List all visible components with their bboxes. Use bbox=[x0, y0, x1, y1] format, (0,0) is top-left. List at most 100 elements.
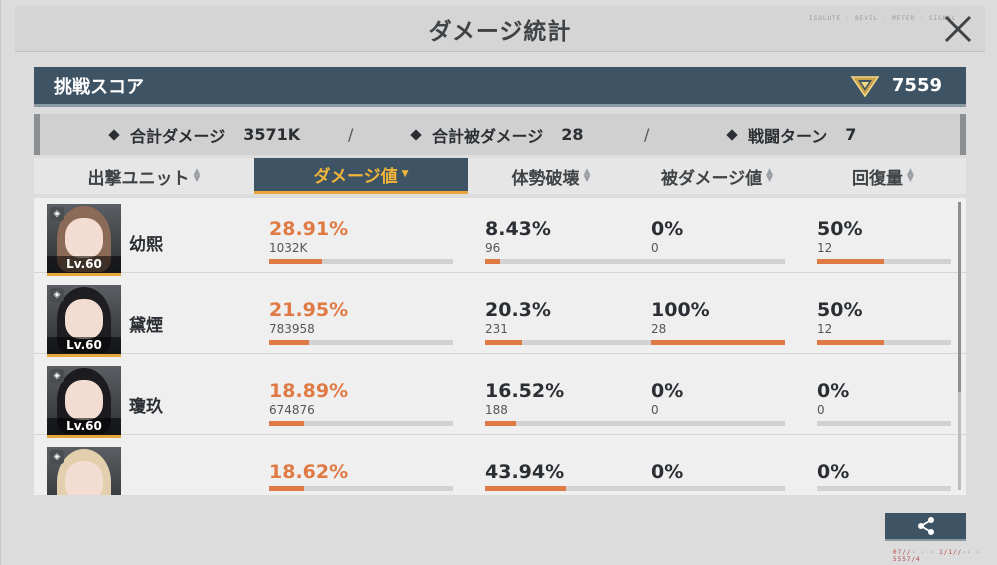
column-break[interactable]: 体勢破壊 ▲ ▼ bbox=[468, 158, 634, 194]
unit-avatar[interactable]: ◈ Lv.60 bbox=[47, 447, 121, 495]
break-raw: 231 bbox=[485, 322, 508, 336]
break-cell: 8.43% 96 bbox=[485, 218, 671, 264]
taken-raw: 0 bbox=[651, 241, 659, 255]
diamond-icon bbox=[726, 128, 738, 141]
damage-bar-fill bbox=[269, 259, 323, 264]
page-title: ダメージ統計 bbox=[428, 18, 572, 45]
element-icon: ◈ bbox=[50, 288, 64, 302]
heal-cell: 0% bbox=[817, 461, 966, 491]
share-icon bbox=[917, 517, 934, 535]
taken-raw: 28 bbox=[651, 322, 667, 336]
damage-percent: 28.91% bbox=[269, 218, 349, 240]
heal-percent: 0% bbox=[817, 461, 850, 483]
heal-cell: 0% 0 bbox=[817, 380, 966, 426]
heal-percent: 50% bbox=[817, 299, 863, 321]
damage-bar-fill bbox=[269, 340, 310, 345]
taken-bar bbox=[651, 259, 785, 264]
table-row[interactable]: ◈ Lv.60 黛煙 21.95% 783958 20.3% 231 100% … bbox=[34, 273, 966, 357]
unit-name: 黛煙 bbox=[129, 316, 163, 336]
summary-bar: 合計ダメージ 3571K / 合計被ダメージ 28 / 戦闘ターン 7 bbox=[34, 114, 966, 155]
taken-bar-fill bbox=[651, 340, 785, 345]
heal-percent: 0% bbox=[817, 380, 850, 402]
total-damage-value: 3571K bbox=[243, 125, 301, 144]
element-icon: ◈ bbox=[50, 450, 64, 464]
diamond-icon bbox=[108, 128, 120, 141]
damage-bar-fill bbox=[269, 486, 304, 491]
damage-raw: 1032K bbox=[269, 241, 308, 255]
separator: / bbox=[644, 125, 650, 144]
diamond-icon bbox=[410, 128, 422, 141]
total-taken-summary: 合計被ダメージ 28 bbox=[410, 123, 583, 147]
taken-cell: 0% 0 bbox=[651, 380, 837, 426]
column-taken[interactable]: 被ダメージ値 ▲ ▼ bbox=[634, 158, 800, 194]
element-icon: ◈ bbox=[50, 207, 64, 221]
score-value: 7559 bbox=[891, 75, 942, 96]
damage-cell: 18.62% bbox=[269, 461, 455, 491]
challenge-score-bar: 挑戦スコア 7559 bbox=[34, 67, 966, 107]
corner-decoration: 07//· · · 1/1//·· · 5557/4 bbox=[893, 549, 981, 563]
break-percent: 8.43% bbox=[485, 218, 551, 240]
break-bar bbox=[485, 486, 669, 491]
battle-turns-label: 戦闘ターン bbox=[748, 126, 828, 146]
separator: / bbox=[348, 125, 354, 144]
sort-desc-icon: ▼ bbox=[401, 169, 409, 179]
break-bar-fill bbox=[485, 486, 566, 491]
damage-bar bbox=[269, 486, 453, 491]
unit-avatar[interactable]: ◈ Lv.60 bbox=[47, 204, 121, 276]
close-button[interactable] bbox=[939, 10, 977, 48]
close-icon bbox=[944, 15, 972, 43]
break-bar-fill bbox=[485, 259, 500, 264]
damage-raw: 674876 bbox=[269, 403, 315, 417]
sort-icon: ▲ ▼ bbox=[193, 167, 201, 184]
break-cell: 20.3% 231 bbox=[485, 299, 671, 345]
sort-icon: ▲ ▼ bbox=[583, 167, 591, 184]
column-damage[interactable]: ダメージ値 ▼ bbox=[254, 158, 468, 194]
damage-cell: 18.89% 674876 bbox=[269, 380, 455, 426]
table-row[interactable]: ◈ Lv.60 幼熙 28.91% 1032K 8.43% 96 0% 0 50… bbox=[34, 198, 966, 276]
heal-cell: 50% 12 bbox=[817, 299, 966, 345]
break-cell: 16.52% 188 bbox=[485, 380, 671, 426]
heal-cell: 50% 12 bbox=[817, 218, 966, 264]
table-row[interactable]: ◈ Lv.60 18.62% 43.94% 0% 0% bbox=[34, 435, 966, 495]
damage-bar bbox=[269, 259, 453, 264]
table-row[interactable]: ◈ Lv.60 瓊玖 18.89% 674876 16.52% 188 0% 0… bbox=[34, 354, 966, 438]
total-damage-label: 合計ダメージ bbox=[130, 126, 226, 146]
column-taken-label: 被ダメージ値 bbox=[660, 168, 763, 189]
taken-bar bbox=[651, 340, 785, 345]
damage-percent: 21.95% bbox=[269, 299, 349, 321]
rank-badge-icon bbox=[850, 75, 880, 97]
share-button[interactable] bbox=[885, 513, 966, 541]
column-unit[interactable]: 出撃ユニット ▲ ▼ bbox=[34, 158, 254, 194]
title-bar: ダメージ統計 bbox=[15, 6, 985, 52]
break-cell: 43.94% bbox=[485, 461, 671, 491]
column-damage-label: ダメージ値 bbox=[313, 167, 398, 187]
sort-icon: ▲ ▼ bbox=[766, 167, 774, 184]
element-icon: ◈ bbox=[50, 369, 64, 383]
break-bar-fill bbox=[485, 340, 522, 345]
heal-bar-fill bbox=[817, 259, 884, 264]
unit-level: Lv.60 bbox=[47, 337, 121, 354]
unit-level: Lv.60 bbox=[47, 418, 121, 435]
heal-bar bbox=[817, 421, 951, 426]
stats-table[interactable]: ◈ Lv.60 幼熙 28.91% 1032K 8.43% 96 0% 0 50… bbox=[34, 198, 966, 495]
unit-avatar[interactable]: ◈ Lv.60 bbox=[47, 366, 121, 438]
heal-bar bbox=[817, 259, 951, 264]
damage-cell: 21.95% 783958 bbox=[269, 299, 455, 345]
taken-bar bbox=[651, 486, 785, 491]
battle-turns-summary: 戦闘ターン 7 bbox=[726, 123, 856, 147]
scrollbar-thumb[interactable] bbox=[958, 202, 961, 392]
break-bar-fill bbox=[485, 421, 517, 426]
unit-avatar[interactable]: ◈ Lv.60 bbox=[47, 285, 121, 357]
column-heal-label: 回復量 bbox=[852, 168, 904, 189]
damage-bar-fill bbox=[269, 421, 304, 426]
column-heal[interactable]: 回復量 ▲ ▼ bbox=[800, 158, 966, 194]
damage-cell: 28.91% 1032K bbox=[269, 218, 455, 264]
title-decoration: ISOLUTE · BEVIL · METER · SIGNAL bbox=[809, 15, 957, 22]
break-percent: 43.94% bbox=[485, 461, 565, 483]
break-raw: 188 bbox=[485, 403, 508, 417]
taken-bar bbox=[651, 421, 785, 426]
damage-percent: 18.89% bbox=[269, 380, 349, 402]
unit-name: 幼熙 bbox=[129, 235, 163, 255]
heal-raw: 12 bbox=[817, 322, 833, 336]
